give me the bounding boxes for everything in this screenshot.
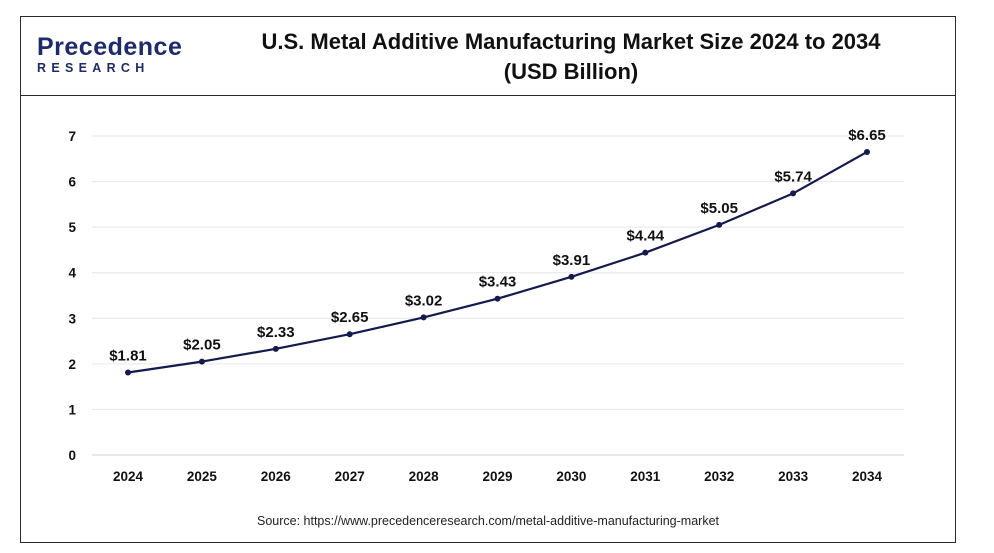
data-point [346, 331, 353, 338]
chart-header: Precedence RESEARCH U.S. Metal Additive … [21, 17, 955, 96]
chart-title-line-2: (USD Billion) [503, 59, 639, 84]
data-label: $1.81 [109, 348, 147, 365]
x-tick-label: 2030 [556, 469, 586, 484]
x-tick-label: 2027 [335, 469, 365, 484]
series-line-group [127, 150, 868, 374]
data-point [494, 295, 501, 302]
data-point [864, 148, 870, 155]
data-label: $3.91 [553, 252, 591, 269]
axes: 0 1 2 3 4 5 6 7 2024 2025 2026 2027 2028 2029 2030 2031… [68, 129, 904, 484]
gridlines [92, 135, 904, 410]
data-point [125, 369, 131, 376]
data-point [568, 273, 575, 280]
data-point [272, 345, 279, 352]
y-tick-label: 0 [68, 448, 76, 463]
data-point [198, 358, 205, 365]
data-label: $5.74 [774, 168, 812, 185]
data-label: $3.43 [479, 274, 517, 291]
data-label: $2.33 [257, 324, 295, 341]
x-tick-label: 2026 [261, 469, 292, 484]
x-tick-label: 2032 [704, 469, 734, 484]
data-label: $2.05 [183, 337, 221, 354]
y-tick-label: 5 [68, 220, 76, 235]
y-tick-label: 4 [68, 266, 76, 281]
data-label: $4.44 [627, 228, 665, 245]
data-point [790, 190, 797, 197]
data-point [716, 221, 723, 228]
y-tick-label: 1 [68, 402, 76, 417]
y-tick-label: 3 [68, 311, 76, 326]
x-tick-label: 2029 [482, 469, 512, 484]
x-tick-label: 2033 [778, 469, 809, 484]
chart-title-line-1: U.S. Metal Additive Manufacturing Market… [261, 29, 881, 54]
data-label: $3.02 [405, 292, 443, 309]
data-label: $6.65 [848, 127, 886, 144]
x-tick-label: 2034 [852, 469, 883, 484]
series-line [127, 150, 868, 374]
x-tick-label: 2031 [630, 469, 661, 484]
x-tick-label: 2025 [187, 469, 218, 484]
data-label: $2.65 [331, 309, 369, 326]
logo-main-text: Precedence [37, 33, 183, 61]
data-label: $5.05 [700, 200, 738, 217]
y-tick-label: 6 [68, 175, 76, 190]
source-text: Source: https://www.precedenceresearch.c… [256, 514, 719, 528]
logo-sub-text: RESEARCH [37, 61, 150, 75]
precedence-research-logo: Precedence RESEARCH [37, 33, 183, 76]
y-tick-label: 7 [68, 129, 76, 144]
chart-title: U.S. Metal Additive Manufacturing Market… [211, 27, 931, 87]
data-points [125, 148, 870, 376]
data-point [420, 314, 427, 321]
x-tick-label: 2024 [113, 469, 144, 484]
data-labels: $1.81 $2.05 $2.33 $2.65 $3.02 $3.43 $3.91 $4.44… [109, 127, 886, 365]
data-point [642, 249, 649, 256]
y-tick-label: 2 [68, 357, 76, 372]
x-tick-label: 2028 [409, 469, 440, 484]
